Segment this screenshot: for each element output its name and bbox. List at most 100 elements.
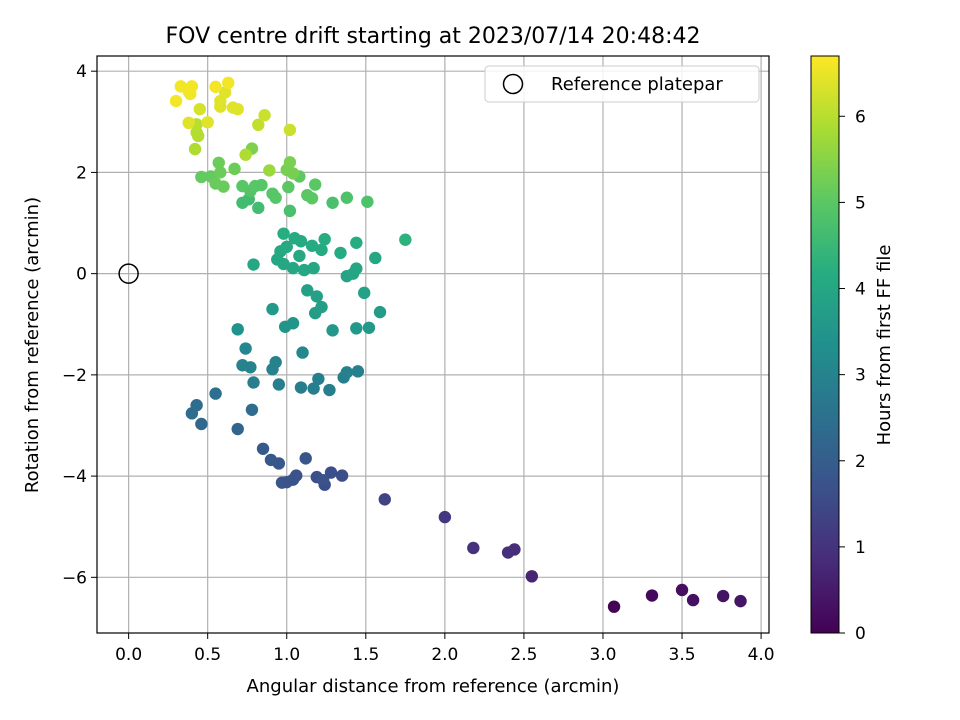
data-point: [686, 593, 700, 607]
data-point: [350, 322, 363, 335]
data-point: [236, 179, 249, 193]
legend-box: [484, 65, 760, 103]
data-point: [286, 261, 300, 275]
colorbar-label: Hours from first FF file: [874, 245, 895, 446]
legend-label: Reference platepar: [551, 74, 723, 95]
data-point: [310, 290, 323, 303]
colorbar-tick-label: 3: [855, 366, 866, 386]
data-point: [272, 378, 286, 391]
data-point: [294, 381, 308, 394]
data-point: [294, 235, 308, 248]
data-point: [716, 589, 730, 603]
data-point: [188, 142, 202, 156]
data-point: [217, 180, 230, 193]
data-point: [222, 76, 235, 90]
y-axis-ticks: −6 −4 −2 0 2 4: [62, 62, 97, 588]
data-point: [438, 510, 452, 524]
data-point: [293, 249, 306, 263]
data-point: [675, 583, 689, 597]
x-axis-ticks: 0.0 0.5 1.0 1.5 2.0 2.5 3.0 3.5 4.0: [115, 633, 775, 665]
x-tick-label: 3.0: [589, 645, 616, 665]
plot-frame: [96, 55, 770, 634]
colorbar-tick-label: 4: [855, 280, 866, 300]
data-point: [247, 258, 260, 271]
data-point: [228, 162, 241, 176]
reference-point: [118, 263, 139, 284]
data-point: [361, 195, 374, 208]
colorbar-bar: [810, 55, 840, 634]
data-point: [256, 442, 270, 455]
data-point: [334, 246, 347, 260]
data-point: [280, 240, 293, 254]
data-point: [283, 204, 297, 218]
data-point: [214, 166, 227, 179]
data-point: [351, 365, 365, 378]
data-point: [286, 167, 300, 180]
colorbar-tick-label: 1: [855, 538, 866, 558]
data-point: [266, 302, 279, 316]
data-point: [195, 417, 208, 431]
colorbar: 0 1 2 3 4 5 6 Hours from first FF file: [810, 55, 895, 644]
data-point: [264, 453, 278, 467]
data-point: [297, 263, 311, 277]
data-point: [244, 361, 257, 374]
data-point: [378, 493, 391, 506]
data-point: [350, 236, 363, 249]
reference-marker: [118, 263, 139, 284]
data-point: [734, 594, 747, 608]
data-point: [245, 403, 259, 416]
data-point: [280, 475, 293, 489]
colorbar-tick-label: 0: [855, 624, 866, 644]
data-point: [305, 192, 319, 205]
y-tick-label: −6: [62, 568, 87, 588]
data-point: [301, 284, 314, 297]
data-point: [182, 116, 195, 130]
x-tick-label: 0.0: [115, 645, 142, 665]
data-point: [191, 129, 205, 143]
y-tick-label: 2: [76, 163, 87, 183]
data-point: [316, 473, 330, 487]
data-point: [190, 399, 203, 412]
y-tick-label: 0: [76, 265, 87, 285]
data-point: [326, 196, 339, 209]
y-axis-label: Rotation from reference (arcmin): [22, 197, 43, 493]
data-point: [231, 102, 244, 116]
data-point: [299, 452, 312, 465]
data-point: [263, 164, 276, 177]
data-point: [209, 80, 222, 94]
data-point: [607, 600, 621, 613]
data-point: [318, 233, 331, 246]
data-point: [269, 191, 282, 204]
data-point: [236, 196, 249, 209]
data-point: [252, 201, 265, 215]
x-tick-label: 1.0: [273, 645, 300, 665]
data-point: [645, 589, 659, 602]
data-point: [283, 123, 297, 137]
data-point: [335, 469, 349, 482]
data-point: [239, 342, 252, 355]
data-point: [340, 366, 354, 379]
data-point: [399, 233, 412, 246]
x-axis-label: Angular distance from reference (arcmin): [247, 676, 620, 697]
legend: Reference platepar: [484, 65, 760, 103]
data-point: [286, 317, 300, 330]
data-point: [309, 178, 322, 191]
y-tick-label: −2: [62, 366, 87, 386]
data-point: [307, 261, 320, 275]
x-tick-label: 2.0: [431, 645, 458, 665]
y-tick-label: −4: [62, 467, 87, 487]
legend-marker: [502, 73, 524, 95]
data-point: [277, 227, 290, 240]
data-points: [169, 76, 747, 613]
data-point: [201, 116, 214, 129]
data-point: [184, 87, 197, 101]
data-point: [296, 346, 309, 359]
data-point: [247, 376, 260, 389]
data-point: [350, 262, 363, 275]
colorbar-tick-label: 2: [855, 452, 866, 472]
data-point: [525, 570, 539, 583]
y-tick-label: 4: [76, 62, 87, 82]
data-point: [195, 170, 208, 184]
data-point: [307, 382, 320, 395]
